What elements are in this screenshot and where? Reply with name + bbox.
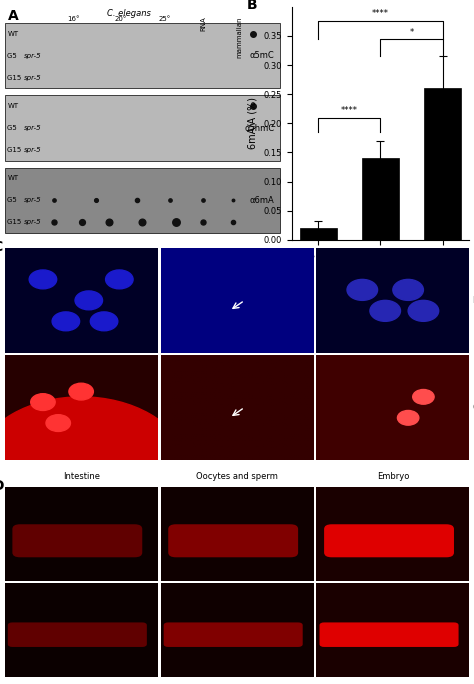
Text: ****: ****: [341, 105, 358, 115]
Text: 25°: 25°: [158, 16, 171, 22]
FancyBboxPatch shape: [5, 168, 280, 233]
Bar: [362, 158, 399, 240]
Circle shape: [393, 279, 423, 300]
Text: B: B: [247, 0, 258, 12]
Circle shape: [75, 291, 102, 310]
Text: WT: WT: [8, 31, 18, 37]
Text: spr-5: spr-5: [24, 75, 42, 81]
Text: α5mC: α5mC: [250, 51, 275, 60]
Text: 20°: 20°: [114, 16, 127, 22]
Text: DAPI: DAPI: [472, 296, 474, 305]
Circle shape: [91, 312, 118, 331]
Text: WT: WT: [8, 176, 18, 181]
Circle shape: [69, 383, 93, 400]
Text: Intestine: Intestine: [63, 473, 100, 482]
Circle shape: [408, 300, 439, 321]
Text: RNA: RNA: [200, 16, 206, 31]
Text: C: C: [0, 239, 3, 254]
Circle shape: [106, 270, 133, 289]
FancyBboxPatch shape: [324, 524, 454, 557]
FancyBboxPatch shape: [5, 23, 280, 88]
Circle shape: [413, 389, 434, 404]
Text: C. elegans: C. elegans: [107, 9, 151, 18]
Circle shape: [46, 415, 71, 432]
Text: ****: ****: [372, 10, 389, 18]
FancyBboxPatch shape: [164, 622, 303, 647]
Text: spr-5: spr-5: [24, 147, 42, 153]
Text: G15: G15: [8, 219, 24, 225]
FancyBboxPatch shape: [168, 524, 298, 557]
Bar: [300, 228, 337, 240]
Y-axis label: 6mA/A (%): 6mA/A (%): [248, 97, 258, 149]
Wedge shape: [0, 397, 186, 471]
Text: 16°: 16°: [67, 16, 80, 22]
Text: spr-5: spr-5: [24, 53, 42, 59]
Text: Embryo: Embryo: [377, 473, 409, 482]
Bar: [424, 88, 461, 240]
Text: spr-5: spr-5: [24, 197, 42, 203]
Text: spr-5: spr-5: [24, 219, 42, 225]
Text: A: A: [8, 9, 18, 23]
Circle shape: [370, 300, 401, 321]
Text: Oocytes and sperm: Oocytes and sperm: [196, 473, 278, 482]
Circle shape: [397, 410, 419, 425]
Circle shape: [31, 394, 55, 410]
Text: G5: G5: [8, 125, 19, 131]
Text: G15: G15: [8, 147, 24, 153]
Text: WT: WT: [8, 103, 18, 109]
Circle shape: [29, 270, 57, 289]
Text: 6mA: 6mA: [472, 403, 474, 412]
Text: α6mA: α6mA: [250, 196, 275, 205]
Text: *: *: [410, 28, 414, 37]
Text: mammalian: mammalian: [236, 16, 242, 57]
FancyBboxPatch shape: [319, 622, 458, 647]
Text: α5hmC: α5hmC: [245, 124, 275, 133]
Circle shape: [52, 312, 80, 331]
Text: spr-5: spr-5: [24, 125, 42, 131]
Text: G15: G15: [8, 75, 24, 81]
FancyBboxPatch shape: [5, 95, 280, 161]
Text: G5: G5: [8, 53, 19, 59]
Text: G5: G5: [8, 197, 19, 203]
Circle shape: [347, 279, 378, 300]
FancyBboxPatch shape: [8, 622, 147, 647]
FancyBboxPatch shape: [12, 524, 142, 557]
Text: D: D: [0, 479, 4, 493]
